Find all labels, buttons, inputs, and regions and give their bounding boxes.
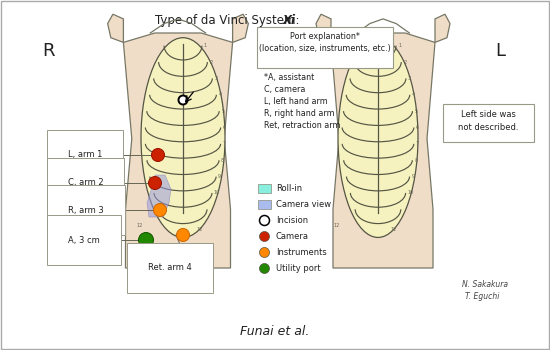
Text: L, arm 1: L, arm 1 bbox=[68, 150, 102, 160]
Circle shape bbox=[153, 203, 167, 217]
Text: 10: 10 bbox=[408, 190, 414, 195]
Text: Ret, retraction arm: Ret, retraction arm bbox=[264, 121, 340, 130]
Polygon shape bbox=[316, 14, 331, 42]
Text: Instruments: Instruments bbox=[276, 248, 327, 257]
Ellipse shape bbox=[338, 38, 418, 237]
Circle shape bbox=[260, 231, 270, 242]
FancyBboxPatch shape bbox=[443, 104, 534, 141]
Polygon shape bbox=[233, 14, 249, 42]
Bar bbox=[258, 184, 271, 193]
Text: R, arm 3: R, arm 3 bbox=[68, 205, 104, 215]
Text: 9: 9 bbox=[411, 174, 415, 179]
Text: *A, assistant: *A, assistant bbox=[264, 73, 314, 82]
Text: A, 3 cm: A, 3 cm bbox=[68, 236, 100, 245]
Text: 12: 12 bbox=[136, 223, 142, 228]
Text: Camera: Camera bbox=[276, 232, 309, 241]
Polygon shape bbox=[123, 33, 233, 268]
Text: Left side was
not described.: Left side was not described. bbox=[458, 110, 518, 132]
Text: 4: 4 bbox=[412, 92, 415, 97]
Text: Port explanation*
(location, size, instruments, etc.): Port explanation* (location, size, instr… bbox=[258, 32, 390, 54]
Text: 1: 1 bbox=[204, 43, 207, 48]
Text: C, camera: C, camera bbox=[264, 85, 305, 94]
Text: 2: 2 bbox=[210, 60, 212, 64]
Polygon shape bbox=[331, 33, 435, 268]
Circle shape bbox=[177, 229, 190, 241]
Text: 12: 12 bbox=[333, 223, 339, 228]
Circle shape bbox=[148, 176, 162, 189]
Text: T. Eguchi: T. Eguchi bbox=[465, 292, 499, 301]
Text: Utility port: Utility port bbox=[276, 264, 321, 273]
Text: Incision: Incision bbox=[276, 216, 308, 225]
Text: Ret. arm 4: Ret. arm 4 bbox=[148, 264, 192, 273]
FancyBboxPatch shape bbox=[256, 27, 393, 68]
Circle shape bbox=[260, 264, 270, 273]
Text: L: L bbox=[495, 42, 505, 60]
Text: 10: 10 bbox=[214, 190, 220, 195]
Text: 8: 8 bbox=[414, 158, 417, 163]
Text: 8: 8 bbox=[221, 158, 224, 163]
Text: 12: 12 bbox=[391, 227, 397, 232]
Text: Roll-in: Roll-in bbox=[276, 184, 302, 193]
Text: 12: 12 bbox=[197, 227, 203, 232]
Bar bbox=[258, 200, 271, 209]
Text: 7: 7 bbox=[416, 141, 419, 146]
Circle shape bbox=[179, 96, 188, 105]
Text: 6: 6 bbox=[416, 125, 419, 130]
Polygon shape bbox=[147, 175, 171, 217]
Text: L, left hand arm: L, left hand arm bbox=[264, 97, 328, 106]
Text: 2: 2 bbox=[403, 60, 406, 64]
Text: Funai et al.: Funai et al. bbox=[240, 325, 310, 338]
Text: Camera view: Camera view bbox=[276, 200, 331, 209]
Text: 5: 5 bbox=[415, 108, 417, 114]
Circle shape bbox=[151, 148, 164, 161]
Text: R, right hand arm: R, right hand arm bbox=[264, 109, 334, 118]
Text: 4: 4 bbox=[218, 92, 222, 97]
Circle shape bbox=[260, 216, 270, 225]
Text: 7: 7 bbox=[223, 141, 226, 146]
Text: R: R bbox=[42, 42, 54, 60]
Text: 6: 6 bbox=[223, 125, 226, 130]
Polygon shape bbox=[108, 14, 123, 42]
Text: Xi: Xi bbox=[283, 14, 296, 27]
Text: Type of da Vinci System:: Type of da Vinci System: bbox=[155, 14, 303, 27]
Ellipse shape bbox=[141, 38, 225, 237]
Text: C, arm 2: C, arm 2 bbox=[68, 178, 103, 188]
Text: 5: 5 bbox=[221, 108, 224, 114]
Text: 1: 1 bbox=[398, 43, 401, 48]
Text: 3: 3 bbox=[408, 76, 411, 81]
Polygon shape bbox=[435, 14, 450, 42]
Circle shape bbox=[260, 247, 270, 258]
Text: 3: 3 bbox=[214, 76, 217, 81]
Text: 9: 9 bbox=[218, 174, 221, 179]
Text: N. Sakakura: N. Sakakura bbox=[462, 280, 508, 289]
Circle shape bbox=[139, 232, 153, 247]
